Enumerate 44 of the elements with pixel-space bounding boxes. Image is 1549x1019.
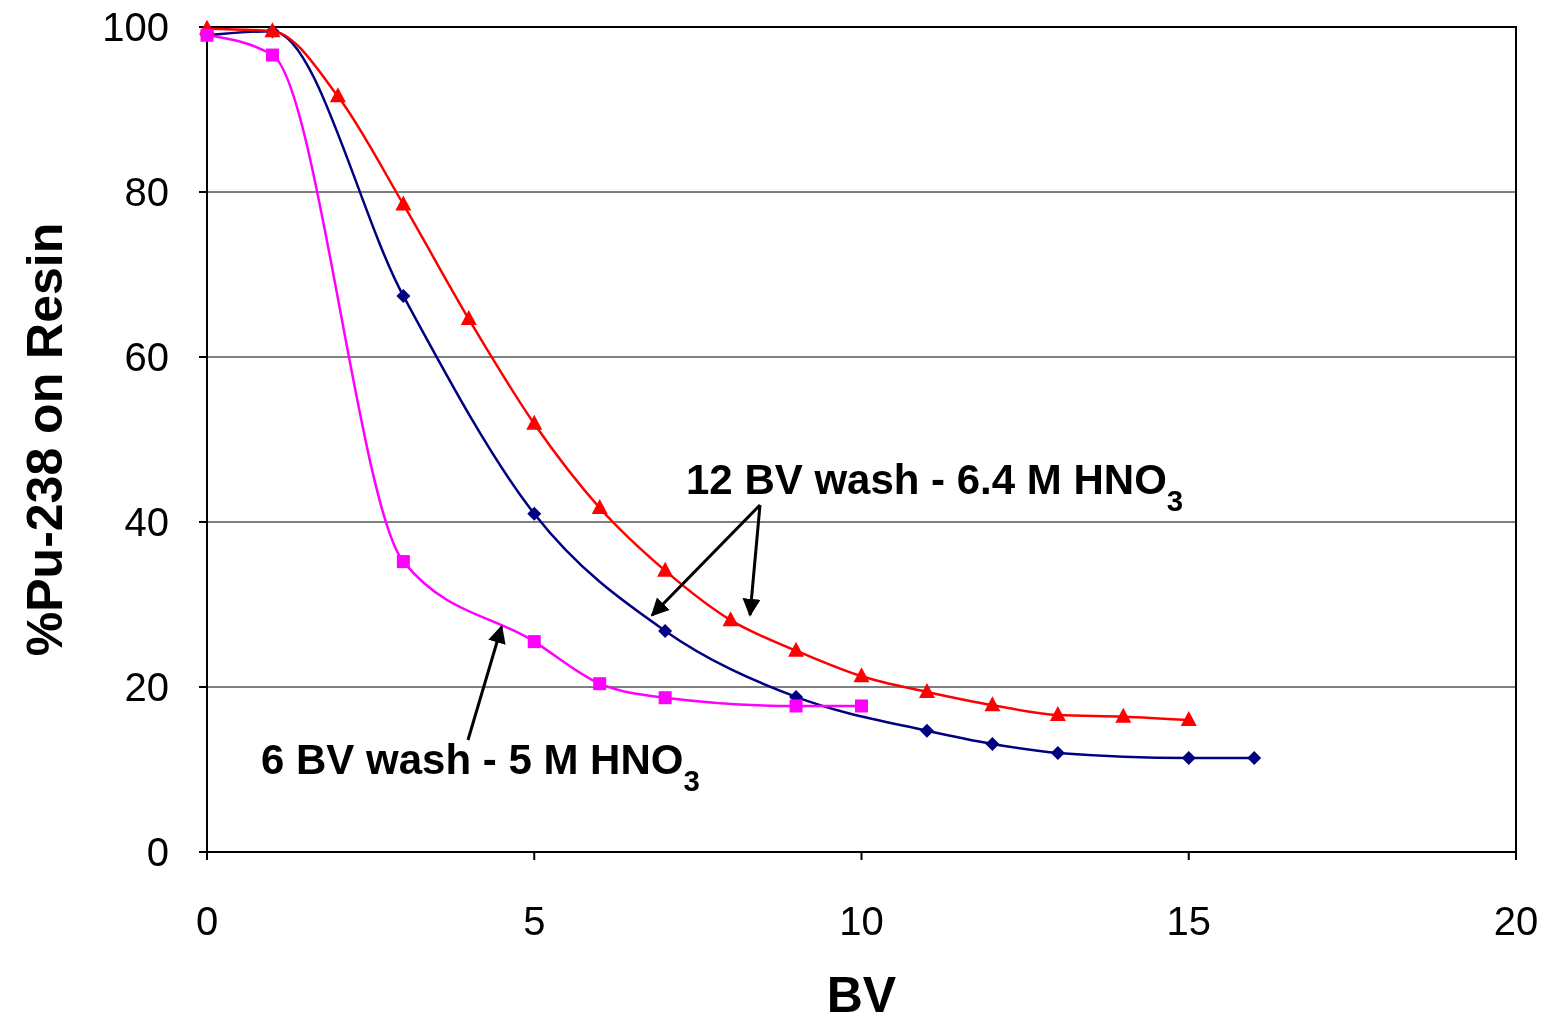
y-tick-label: 40 xyxy=(124,500,169,544)
point xyxy=(593,677,607,691)
point xyxy=(1247,750,1262,765)
y-tick-label: 80 xyxy=(124,170,169,214)
point xyxy=(984,696,1001,712)
point xyxy=(985,736,1000,751)
annotation: 12 BV wash - 6.4 M HNO$_{3}$ xyxy=(686,456,1184,517)
annotation: 6 BV wash - 5 M HNO$_{3}$ xyxy=(261,736,700,797)
point xyxy=(658,691,672,705)
x-tick-label: 5 xyxy=(523,899,546,943)
point xyxy=(396,288,411,303)
point xyxy=(657,561,674,577)
y-tick-label: 0 xyxy=(146,830,169,874)
x-tick-label: 10 xyxy=(839,899,884,943)
point xyxy=(658,623,673,638)
x-tick-label: 0 xyxy=(195,899,219,943)
point xyxy=(527,506,542,521)
point xyxy=(1115,707,1132,723)
point xyxy=(527,635,541,649)
point xyxy=(1050,746,1065,760)
point xyxy=(722,611,739,627)
point xyxy=(526,414,543,430)
point xyxy=(789,699,803,713)
point xyxy=(788,641,805,657)
x-tick-label: 15 xyxy=(1166,899,1211,943)
point xyxy=(919,723,934,738)
point xyxy=(395,195,412,211)
point xyxy=(1180,711,1197,726)
point xyxy=(1181,750,1196,765)
x-axis-title: BV xyxy=(826,967,897,1019)
point xyxy=(396,555,410,569)
x-tick-label: 20 xyxy=(1493,899,1539,943)
point xyxy=(265,48,279,62)
y-tick-label: 60 xyxy=(124,335,169,379)
point xyxy=(329,87,346,103)
point xyxy=(918,682,935,698)
point xyxy=(1049,706,1066,722)
point xyxy=(855,699,868,713)
point xyxy=(853,667,870,683)
y-axis-title: %Pu-238 on Resin xyxy=(17,222,73,657)
point xyxy=(460,310,477,326)
point xyxy=(591,498,608,514)
y-tick-label: 100 xyxy=(102,5,169,49)
y-tick-label: 20 xyxy=(124,665,169,709)
